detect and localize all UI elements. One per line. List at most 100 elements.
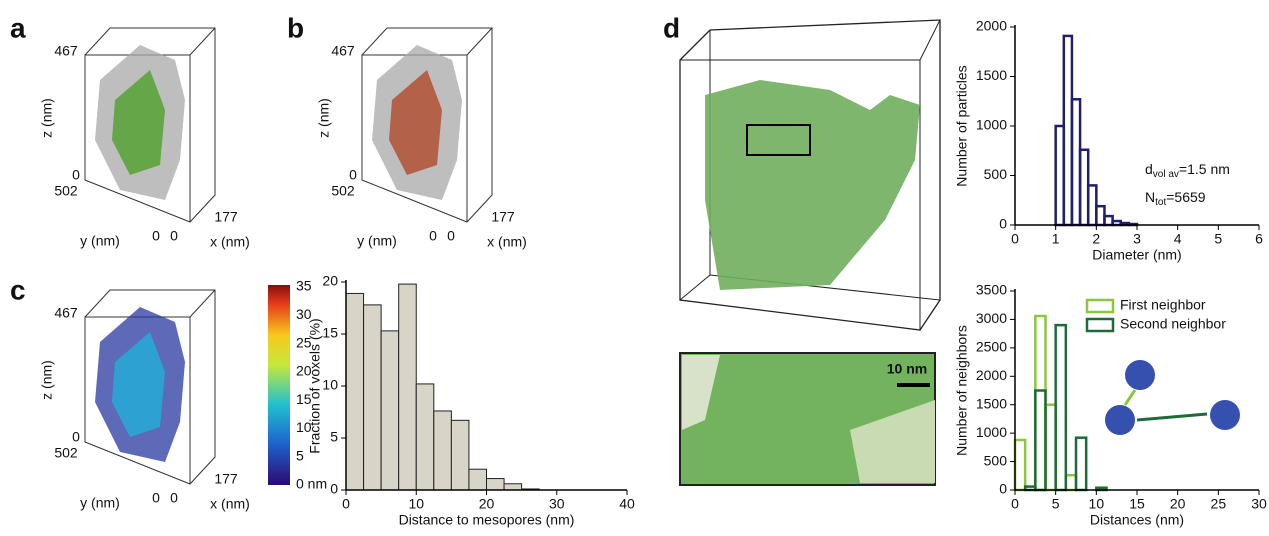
colorbar-label: 30 xyxy=(296,306,312,322)
y-tick-label: 1000 xyxy=(976,117,1007,133)
x-tick-label: 5 xyxy=(1052,496,1060,512)
colorbar xyxy=(268,285,290,485)
bar xyxy=(486,478,505,491)
y-tick-label: 2000 xyxy=(976,367,1007,383)
x-tick-label: 30 xyxy=(1251,496,1267,512)
y-tick-label: 500 xyxy=(984,452,1008,468)
panel-letter: b xyxy=(287,12,304,43)
blob-inner xyxy=(389,70,442,175)
colorbar-label: 0 nm xyxy=(296,476,327,492)
legend-swatch xyxy=(1085,317,1115,333)
bar xyxy=(1034,389,1047,492)
axis-label: y (nm) xyxy=(80,495,120,511)
axis-label: 0 xyxy=(429,228,437,244)
arrow xyxy=(1136,412,1208,422)
y-axis-label: Fraction of voxels (%) xyxy=(307,318,323,453)
y-tick-label: 1500 xyxy=(976,395,1007,411)
y-tick-label: 0 xyxy=(999,481,1007,497)
x-tick-label: 10 xyxy=(408,496,424,512)
y-axis-label: Number of neighbors xyxy=(954,325,970,456)
annotation-part: =1.5 nm xyxy=(1179,161,1230,177)
x-tick-label: 40 xyxy=(619,496,635,512)
box xyxy=(84,289,216,485)
axis-label: 0 xyxy=(72,167,80,183)
bar xyxy=(433,410,452,491)
x-axis-label: Distance to mesopores (nm) xyxy=(399,512,575,528)
axis-label: 502 xyxy=(331,183,355,199)
x-tick-label: 20 xyxy=(479,496,495,512)
x-tick-label: 25 xyxy=(1211,496,1227,512)
y-axis-label: Number of particles xyxy=(954,65,970,186)
blob-inner xyxy=(112,70,165,175)
bar xyxy=(398,283,417,491)
x-tick-label: 0 xyxy=(342,496,350,512)
colorbar-label: 25 xyxy=(296,334,312,350)
annotation-part: =5659 xyxy=(1166,189,1206,205)
colorbar-label: 10 xyxy=(296,419,312,435)
legend-label: Second neighbor xyxy=(1120,316,1226,332)
axis-label: 177 xyxy=(214,209,238,225)
neighbor-illustration xyxy=(1105,360,1240,435)
y-tick-label: 500 xyxy=(984,166,1008,182)
particle xyxy=(1210,400,1240,430)
x-tick-label: 2 xyxy=(1092,231,1100,247)
x-tick-label: 3 xyxy=(1133,231,1141,247)
axis-label: 502 xyxy=(54,183,78,199)
panel-letter: d xyxy=(663,12,680,43)
y-tick-label: 3500 xyxy=(976,282,1007,298)
axis-label: z (nm) xyxy=(39,360,55,400)
y-tick-label: 15 xyxy=(322,325,338,341)
y-tick-label: 1000 xyxy=(976,424,1007,440)
render-d xyxy=(679,19,941,486)
y-tick-label: 3000 xyxy=(976,310,1007,326)
annotation-part: vol av xyxy=(1153,169,1179,180)
particle xyxy=(1125,360,1155,390)
axis-label: 0 xyxy=(349,167,357,183)
axis-label: 0 xyxy=(72,429,80,445)
annotation-part: tot xyxy=(1155,197,1166,208)
bar xyxy=(468,468,487,491)
x-tick-label: 1 xyxy=(1052,231,1060,247)
x-tick-label: 6 xyxy=(1255,231,1263,247)
scale-bar-label: 10 nm xyxy=(887,361,927,377)
axis-label: z (nm) xyxy=(316,98,332,138)
bar xyxy=(1054,323,1068,492)
x-tick-label: 15 xyxy=(1129,496,1145,512)
annotation: Ntot=5659 xyxy=(1145,189,1206,208)
box xyxy=(84,27,216,223)
y-tick-label: 5 xyxy=(330,429,338,445)
annotation: dvol av=1.5 nm xyxy=(1145,161,1230,180)
axis-label: y (nm) xyxy=(357,233,397,249)
x-tick-label: 4 xyxy=(1174,231,1182,247)
y-tick-label: 20 xyxy=(322,273,338,289)
y-tick-label: 2500 xyxy=(976,339,1007,355)
bar xyxy=(1064,473,1078,492)
bar xyxy=(450,419,470,491)
axis-label: 467 xyxy=(331,43,355,59)
x-tick-label: 0 xyxy=(1011,496,1019,512)
arrow xyxy=(1123,389,1137,406)
y-tick-label: 10 xyxy=(322,377,338,393)
annotation-part: N xyxy=(1145,189,1155,205)
legend-swatch xyxy=(1085,298,1115,314)
x-tick-label: 5 xyxy=(1214,231,1222,247)
axis-label: z (nm) xyxy=(39,98,55,138)
panel-letter: c xyxy=(10,274,26,305)
axis-label: 177 xyxy=(214,471,238,487)
axis-label: 177 xyxy=(491,209,515,225)
bar xyxy=(1044,403,1057,492)
axis-label: x (nm) xyxy=(487,234,527,250)
axis-label: 502 xyxy=(54,445,78,461)
box xyxy=(361,27,493,223)
x-tick-label: 0 xyxy=(1011,231,1019,247)
bar xyxy=(1074,436,1088,492)
annotation-part: d xyxy=(1145,161,1153,177)
x-tick-label: 20 xyxy=(1170,496,1186,512)
y-tick-label: 2000 xyxy=(976,18,1007,34)
bar xyxy=(345,292,365,491)
particle xyxy=(1105,405,1135,435)
